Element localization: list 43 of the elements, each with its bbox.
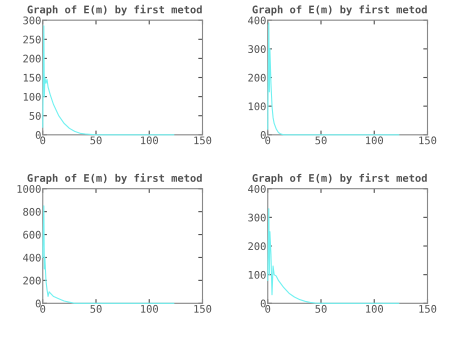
x-tick-label: 50 [315,136,327,144]
y-tick-label: 600 [23,230,41,239]
chart-title: Graph of E(m) by first metod [252,4,427,16]
line-series [267,208,400,304]
x-tick-label: 150 [194,136,212,144]
x-tick-label: 150 [194,304,212,313]
y-tick-label: 0 [260,300,266,308]
y-tick-label: 100 [248,102,266,110]
y-tick-label: 200 [248,242,266,250]
y-tick-label: 300 [248,45,266,53]
y-tick-label: 150 [24,74,41,82]
x-tick-label: 50 [90,304,102,313]
x-tick-label: 100 [141,304,158,313]
y-tick-label: 50 [30,112,41,120]
x-tick-label: 150 [419,136,436,144]
y-tick-label: 200 [23,54,41,63]
y-tick-label: 300 [248,214,266,222]
y-tick-label: 100 [24,92,41,101]
chart-title: Graph of E(m) by first metod [28,4,202,16]
y-tick-label: 100 [248,270,266,279]
x-tick-label: 50 [90,136,102,144]
x-tick-label: 100 [141,136,158,144]
x-tick-label: 100 [366,304,383,313]
chart-title: Graph of E(m) by first metod [252,173,427,184]
y-tick-label: 400 [248,16,266,24]
y-tick-label: 200 [248,74,266,82]
line-series [42,25,174,136]
x-tick-label: 50 [315,304,327,313]
y-tick-label: 250 [23,36,41,44]
y-tick-label: 0 [36,131,41,139]
y-tick-label: 400 [248,184,266,193]
y-tick-label: 0 [36,300,41,308]
y-tick-label: 800 [23,208,41,216]
y-tick-label: 1000 [18,184,41,193]
x-tick-label: 150 [419,304,436,313]
y-tick-label: 400 [23,254,41,262]
x-tick-label: 100 [366,136,383,144]
y-tick-label: 200 [23,276,41,285]
line-series [267,22,400,136]
y-tick-label: 0 [260,131,266,139]
y-tick-label: 300 [23,16,41,24]
line-series [42,205,174,304]
chart-title: Graph of E(m) by first metod [28,173,202,184]
